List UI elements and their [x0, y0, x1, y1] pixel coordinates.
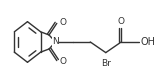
Text: O: O [118, 17, 125, 26]
Text: N: N [52, 38, 59, 46]
Text: O: O [60, 57, 67, 66]
Text: OH: OH [140, 37, 156, 47]
Text: Br: Br [101, 59, 111, 68]
Text: O: O [60, 18, 67, 27]
